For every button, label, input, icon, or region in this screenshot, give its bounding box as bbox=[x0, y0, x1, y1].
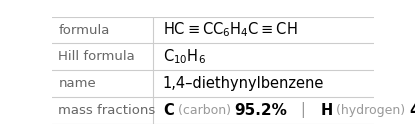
Text: (carbon): (carbon) bbox=[173, 104, 234, 117]
Text: C$_{10}$H$_6$: C$_{10}$H$_6$ bbox=[163, 47, 206, 66]
Text: HC$\equiv$CC$_6$H$_4$C$\equiv$CH: HC$\equiv$CC$_6$H$_4$C$\equiv$CH bbox=[163, 21, 298, 39]
Text: mass fractions: mass fractions bbox=[58, 104, 156, 117]
Text: 4.79%: 4.79% bbox=[410, 103, 415, 118]
Text: Hill formula: Hill formula bbox=[58, 50, 135, 63]
Text: C: C bbox=[163, 103, 173, 118]
Text: H: H bbox=[320, 103, 332, 118]
Text: 1,4–diethynylbenzene: 1,4–diethynylbenzene bbox=[163, 76, 324, 91]
Text: |: | bbox=[288, 102, 320, 118]
Text: formula: formula bbox=[58, 23, 110, 37]
Text: name: name bbox=[58, 77, 96, 90]
Text: (hydrogen): (hydrogen) bbox=[332, 104, 410, 117]
Text: 95.2%: 95.2% bbox=[234, 103, 288, 118]
